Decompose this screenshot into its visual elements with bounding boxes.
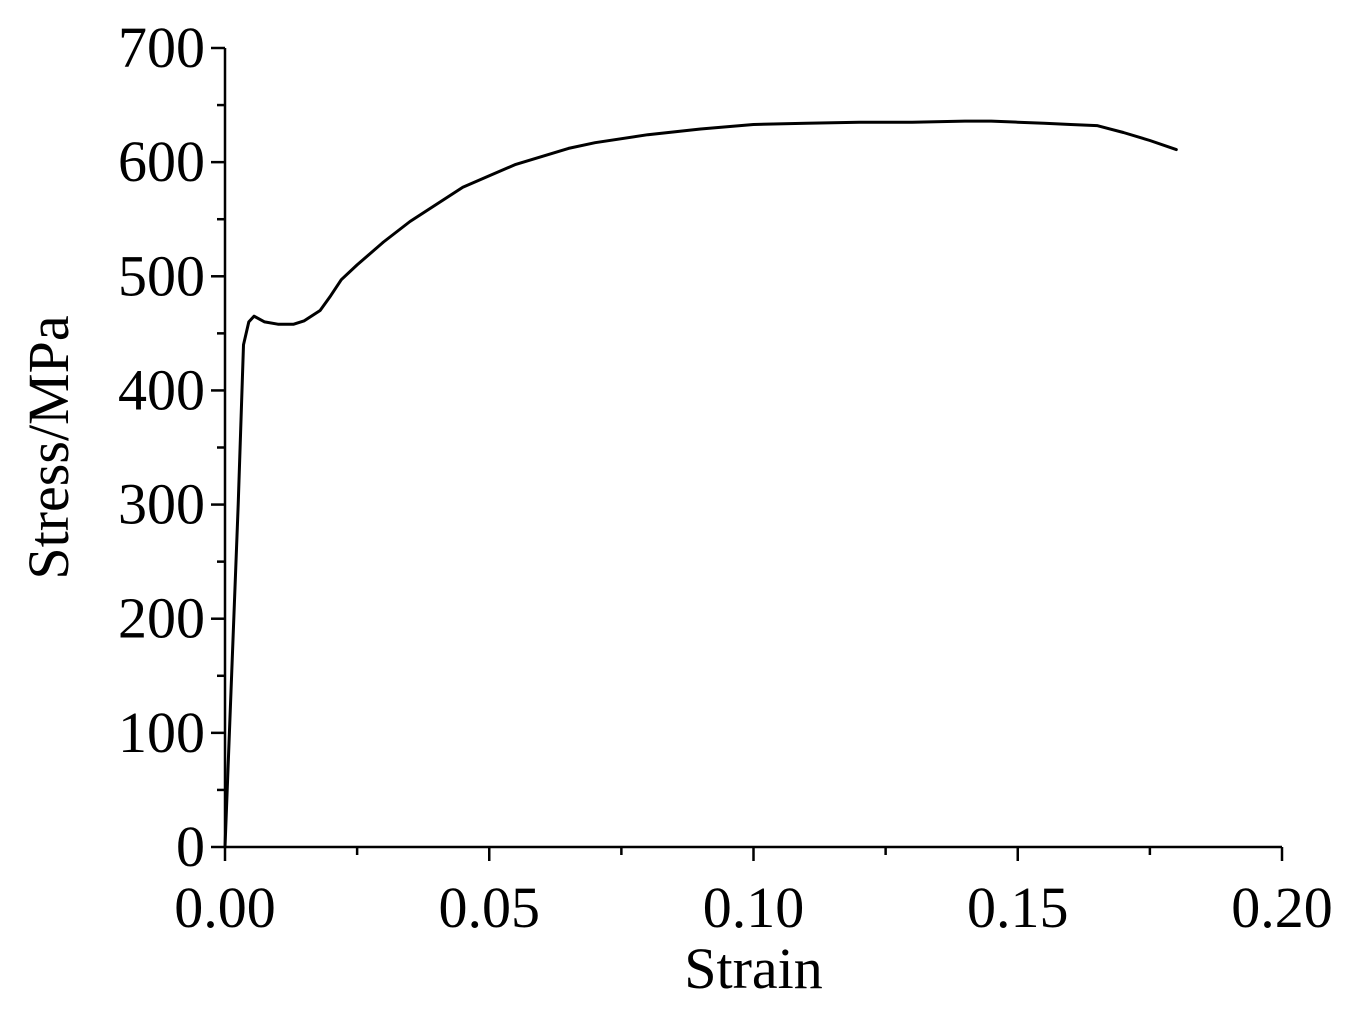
x-tick-label: 0.20 xyxy=(1231,875,1333,940)
y-tick-label: 400 xyxy=(118,357,205,422)
series-group xyxy=(223,119,1178,849)
x-tick-label: 0.05 xyxy=(439,875,541,940)
y-tick-label: 300 xyxy=(118,472,205,537)
y-tick-label: 100 xyxy=(118,700,205,765)
x-tick-label: 0.15 xyxy=(967,875,1069,940)
stress-strain-curve xyxy=(223,119,1178,849)
x-tick-label: 0.00 xyxy=(174,875,276,940)
y-tick-label: 700 xyxy=(118,15,205,80)
y-tick-label: 200 xyxy=(118,586,205,651)
axes: 0 100 200 300 400 500 600 700 0.00 0.05 0.10 0.15 0.… xyxy=(118,15,1333,940)
y-tick-label: 500 xyxy=(118,243,205,308)
x-tick-label: 0.10 xyxy=(703,875,805,940)
x-axis-title: Strain xyxy=(684,936,823,1001)
y-tick-label: 0 xyxy=(176,814,205,879)
y-axis-title: Stress/MPa xyxy=(16,315,81,579)
y-tick-label: 600 xyxy=(118,129,205,194)
